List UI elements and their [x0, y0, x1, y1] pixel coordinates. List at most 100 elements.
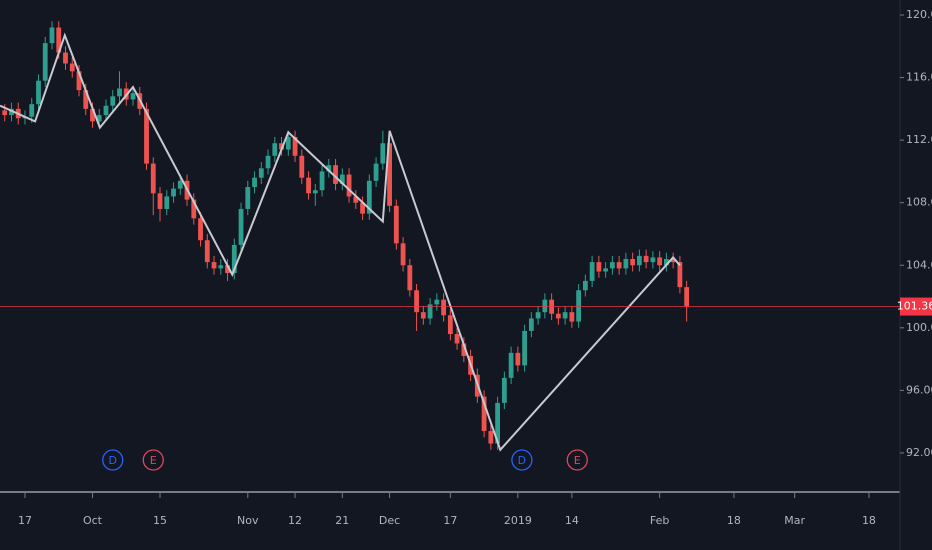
x-tick-label: Mar: [784, 514, 805, 527]
candle-body: [245, 187, 251, 209]
candle-body: [319, 171, 325, 191]
candle-body: [198, 218, 203, 241]
x-tick-label: 15: [153, 514, 167, 527]
candle-body: [83, 90, 89, 109]
candle-body: [96, 115, 102, 122]
candle-body: [312, 190, 318, 194]
candle-body: [117, 88, 122, 97]
y-tick-label: 104.00: [906, 258, 932, 271]
x-tick-label: 18: [862, 514, 876, 527]
candle-body: [211, 262, 217, 269]
candle-body: [650, 257, 656, 263]
candle-body: [414, 290, 419, 313]
candle-body: [326, 165, 332, 172]
candle-body: [258, 168, 264, 178]
x-tick-label: Oct: [83, 514, 103, 527]
candle-body: [501, 377, 507, 403]
y-tick-label: 92.00: [906, 446, 932, 459]
candle-body: [90, 108, 95, 122]
candle-body: [562, 312, 568, 319]
candle-body: [110, 96, 116, 106]
candle-body: [299, 155, 305, 178]
candle-body: [542, 299, 548, 313]
candle-body: [609, 262, 615, 269]
candle-body: [420, 312, 426, 319]
candle-body: [454, 334, 460, 344]
x-tick-label: 17: [18, 514, 32, 527]
candle-body: [285, 137, 291, 150]
candle-body: [29, 104, 35, 117]
y-tick-label: 120.00: [906, 8, 932, 21]
candle-body: [339, 174, 345, 184]
candle-body: [393, 205, 399, 244]
candle-body: [481, 396, 487, 432]
x-tick-label: Nov: [237, 514, 259, 527]
candle-body: [569, 312, 575, 322]
event-marker: [102, 449, 124, 471]
candle-body: [373, 163, 379, 181]
event-marker: [142, 449, 164, 471]
candle-body: [535, 312, 541, 319]
candle-body: [333, 165, 338, 184]
candle-body: [231, 244, 237, 274]
candle-body: [204, 240, 210, 263]
event-marker: [566, 449, 588, 471]
candle-body: [495, 402, 500, 444]
zigzag-line: [0, 32, 681, 452]
candle-body: [191, 199, 197, 219]
y-tick-label: 96.00: [906, 383, 932, 396]
price-label: 101.36: [897, 300, 932, 313]
candle-body: [616, 262, 622, 269]
candle-body: [130, 93, 136, 100]
candle-body: [42, 43, 48, 81]
y-tick-label: 116.00: [906, 71, 932, 84]
candle-body: [366, 180, 372, 214]
candle-body: [461, 343, 467, 356]
candle-body: [407, 265, 413, 291]
candle-body: [657, 257, 663, 266]
candle-body: [447, 315, 453, 335]
candle-body: [441, 299, 446, 316]
candle-body: [225, 265, 230, 274]
candle-body: [488, 431, 494, 444]
candle-body: [272, 143, 278, 156]
y-tick-label: 100.00: [906, 321, 932, 334]
candle-body: [56, 27, 62, 53]
y-tick-label: 112.00: [906, 133, 932, 146]
candle-body: [630, 258, 636, 266]
candle-body: [252, 177, 257, 188]
candle-body: [218, 265, 224, 269]
candle-body: [427, 304, 433, 319]
candle-body: [36, 80, 41, 105]
candle-body: [684, 287, 690, 307]
candle-body: [238, 208, 244, 245]
x-tick-label: Dec: [379, 514, 400, 527]
candle-body: [636, 255, 642, 266]
event-label: D: [518, 454, 526, 467]
candle-body: [387, 143, 392, 206]
candle-body: [63, 52, 68, 64]
candle-body: [515, 352, 521, 366]
event-label: E: [150, 454, 157, 467]
y-tick-label: 108.00: [906, 196, 932, 209]
candle-body: [177, 180, 183, 189]
candle-body: [346, 174, 352, 197]
x-tick-label: 12: [288, 514, 302, 527]
candle-body: [576, 290, 582, 322]
price-label-box: [900, 297, 932, 316]
candle-body: [150, 163, 156, 194]
candle-body: [49, 27, 55, 44]
candle-body: [164, 196, 170, 209]
candle-body: [677, 262, 683, 288]
candle-body: [76, 71, 82, 91]
x-tick-label: 18: [727, 514, 741, 527]
event-label: D: [109, 454, 117, 467]
candle-body: [663, 258, 669, 266]
candle-body: [589, 262, 595, 281]
candle-body: [292, 137, 298, 156]
candle-body: [157, 193, 163, 209]
candle-body: [360, 202, 365, 214]
x-tick-label: 21: [335, 514, 349, 527]
candle-body: [528, 318, 534, 331]
